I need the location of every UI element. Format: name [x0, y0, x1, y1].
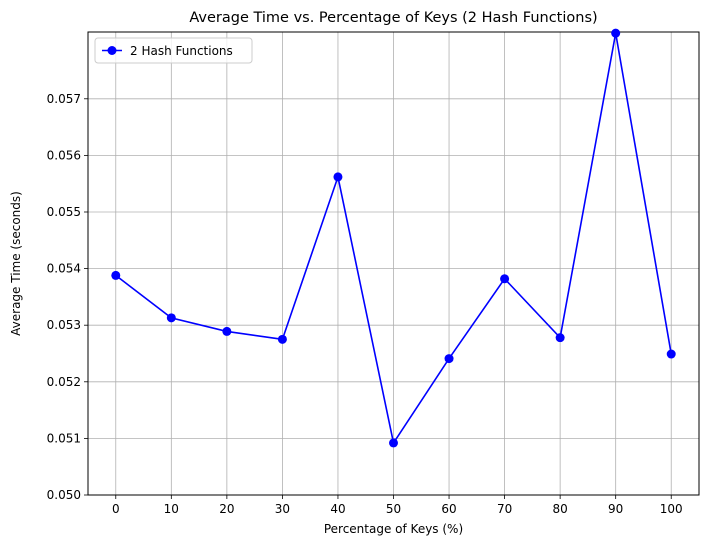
- data-point: [611, 28, 621, 38]
- x-tick-label: 10: [164, 502, 179, 516]
- x-tick-label: 40: [330, 502, 345, 516]
- x-tick-label: 60: [441, 502, 456, 516]
- data-point: [555, 333, 565, 343]
- data-point: [500, 274, 510, 284]
- data-point: [333, 172, 343, 182]
- x-tick-label: 80: [552, 502, 567, 516]
- x-tick-label: 90: [608, 502, 623, 516]
- series-layer: [111, 28, 676, 448]
- data-point: [666, 349, 676, 359]
- y-tick-label: 0.052: [47, 375, 81, 389]
- x-tick-label: 100: [660, 502, 683, 516]
- y-tick-label: 0.056: [47, 148, 81, 162]
- data-point: [222, 326, 232, 336]
- chart-title: Average Time vs. Percentage of Keys (2 H…: [189, 10, 597, 26]
- data-point: [389, 438, 398, 448]
- x-tick-label: 20: [219, 502, 234, 516]
- x-tick-label: 70: [497, 502, 512, 516]
- x-tick-label: 0: [112, 502, 120, 516]
- legend-label: 2 Hash Functions: [130, 44, 233, 58]
- y-tick-label: 0.050: [47, 488, 81, 502]
- axis-ticks: 0 10 20 30 40 50 60 70 80 90 100 0.050 0.051 0.052 0.0…: [47, 92, 683, 516]
- y-axis-label: Average Time (seconds): [9, 191, 23, 336]
- legend-box: [94, 37, 253, 64]
- x-axis-label: Percentage of Keys (%): [324, 522, 463, 536]
- data-point: [166, 313, 176, 323]
- x-tick-label: 50: [386, 502, 401, 516]
- data-point: [111, 270, 121, 280]
- x-tick-label: 30: [275, 502, 290, 516]
- y-tick-label: 0.055: [47, 205, 81, 219]
- legend: 2 Hash Functions: [94, 37, 253, 64]
- y-tick-label: 0.057: [47, 92, 81, 106]
- y-tick-label: 0.051: [47, 431, 81, 445]
- data-point: [277, 334, 287, 344]
- data-point: [444, 354, 454, 364]
- y-tick-label: 0.054: [47, 262, 81, 276]
- y-tick-label: 0.053: [47, 318, 81, 332]
- legend-marker-swatch: [107, 46, 117, 55]
